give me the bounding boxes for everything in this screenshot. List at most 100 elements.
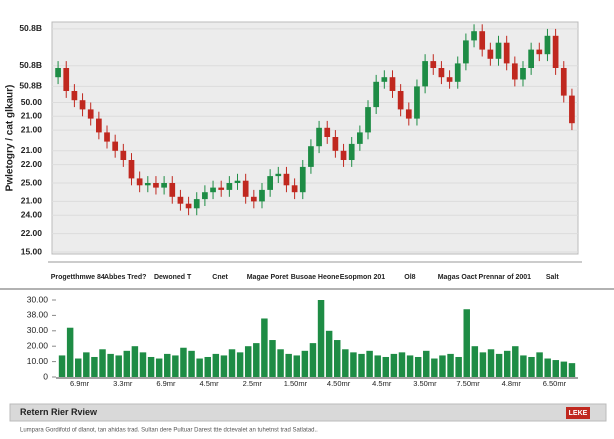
candle-body (185, 203, 192, 209)
candle-body (479, 31, 486, 50)
volume-bar (544, 358, 551, 377)
volume-bar (439, 355, 446, 377)
x-tick-label: 2.5mr (243, 379, 263, 388)
candle-body (234, 180, 241, 183)
candle-body (365, 107, 371, 133)
x-tick-label: Esopmon 201 (340, 274, 386, 281)
x-tick-label: Busoae Heone (291, 274, 340, 281)
y-tick-label: 25.00 (21, 177, 43, 187)
volume-bar (536, 352, 543, 377)
volume-bar (220, 355, 228, 377)
volume-bar (204, 356, 211, 377)
candle-body (153, 183, 159, 188)
candle-body (446, 77, 453, 82)
volume-bar (301, 350, 309, 377)
candle-body (414, 86, 420, 119)
candle-body (511, 63, 518, 80)
candle-body (528, 49, 534, 68)
volume-bar (431, 358, 438, 377)
volume-bar (471, 346, 479, 377)
volume-bar (455, 356, 462, 377)
volume-bar (115, 355, 122, 377)
y-tick-label: 30.00 (27, 294, 49, 304)
y-tick-label: 30.00 (27, 325, 49, 335)
panel-button-label[interactable]: LEKE (569, 410, 588, 417)
volume-bar (236, 352, 244, 377)
volume-bar (244, 346, 252, 377)
volume-bar (123, 350, 131, 377)
candle-body (348, 143, 355, 160)
panel-header (9, 403, 607, 422)
candle-body (560, 68, 567, 96)
volume-bar (560, 361, 568, 377)
candle-body (332, 137, 339, 151)
candle-body (463, 40, 469, 64)
volume-bar (325, 330, 333, 377)
candle-body (259, 189, 265, 202)
volume-bar (293, 355, 301, 377)
candle-body (144, 183, 151, 186)
x-tick-label: Magas Oact (438, 274, 478, 281)
candle-body (63, 68, 70, 91)
x-tick-label: Prennar of 2001 (479, 274, 532, 281)
y-axis-label: Pwletogry / cat glkaur) (5, 85, 16, 192)
volume-bar (406, 355, 414, 377)
volume-bar (512, 346, 519, 377)
volume-bar (172, 355, 179, 377)
candle-body (552, 35, 559, 68)
candle-body (71, 91, 78, 101)
candle-body (104, 132, 110, 142)
x-tick-label: 4.50mr (327, 379, 351, 388)
volume-bar (74, 358, 82, 377)
volume-bar (568, 363, 576, 377)
volume-bar (503, 350, 511, 377)
candle-body (405, 109, 412, 119)
candle-body (373, 81, 380, 108)
x-tick-label: Progetthmwe 84 (51, 274, 105, 281)
volume-bar (463, 309, 470, 377)
volume-bar (414, 356, 422, 377)
y-tick-label: 15.00 (21, 246, 43, 256)
candle-body (120, 150, 127, 160)
y-tick-label: 21.00 (21, 111, 43, 121)
candle-body (55, 68, 61, 78)
x-tick-label: 6.50mr (543, 379, 567, 388)
x-tick-label: 7.50mr (456, 379, 480, 388)
candle-body (544, 35, 551, 55)
candle-body (422, 61, 428, 87)
x-tick-label: 3.3mr (113, 379, 133, 388)
candle-body (87, 109, 94, 119)
x-tick-label: 4.5mr (199, 379, 219, 388)
candle-body (316, 127, 322, 147)
candle-body (308, 146, 314, 167)
volume-bar (309, 343, 317, 377)
candle-body (503, 42, 510, 64)
candle-body (471, 31, 477, 41)
volume-bar (350, 352, 357, 377)
y-tick-label: 50.00 (21, 97, 43, 107)
candle-body (218, 187, 225, 190)
y-tick-label: 10.00 (27, 356, 49, 366)
candle-body (202, 192, 208, 200)
y-tick-label: 21.00 (21, 145, 43, 155)
candle-body (397, 91, 404, 110)
candle-body (193, 199, 200, 209)
volume-bar (358, 353, 365, 377)
candle-body (161, 183, 167, 188)
volume-bar (147, 356, 155, 377)
candle-body (169, 183, 176, 197)
volume-bar (495, 353, 503, 377)
volume-bar (487, 349, 495, 377)
y-tick-label: 0 (43, 371, 48, 381)
panel-button[interactable] (566, 407, 590, 419)
x-tick-label: 4.5mr (372, 379, 392, 388)
volume-bar (99, 349, 106, 377)
volume-bar (155, 358, 163, 377)
volume-bar (366, 350, 373, 377)
volume-bar (277, 349, 284, 377)
panel-text: Lumpara Gordifotd of dlanot, tan ahidas … (20, 428, 318, 434)
candle-body (250, 196, 257, 202)
candle-body (340, 150, 347, 160)
